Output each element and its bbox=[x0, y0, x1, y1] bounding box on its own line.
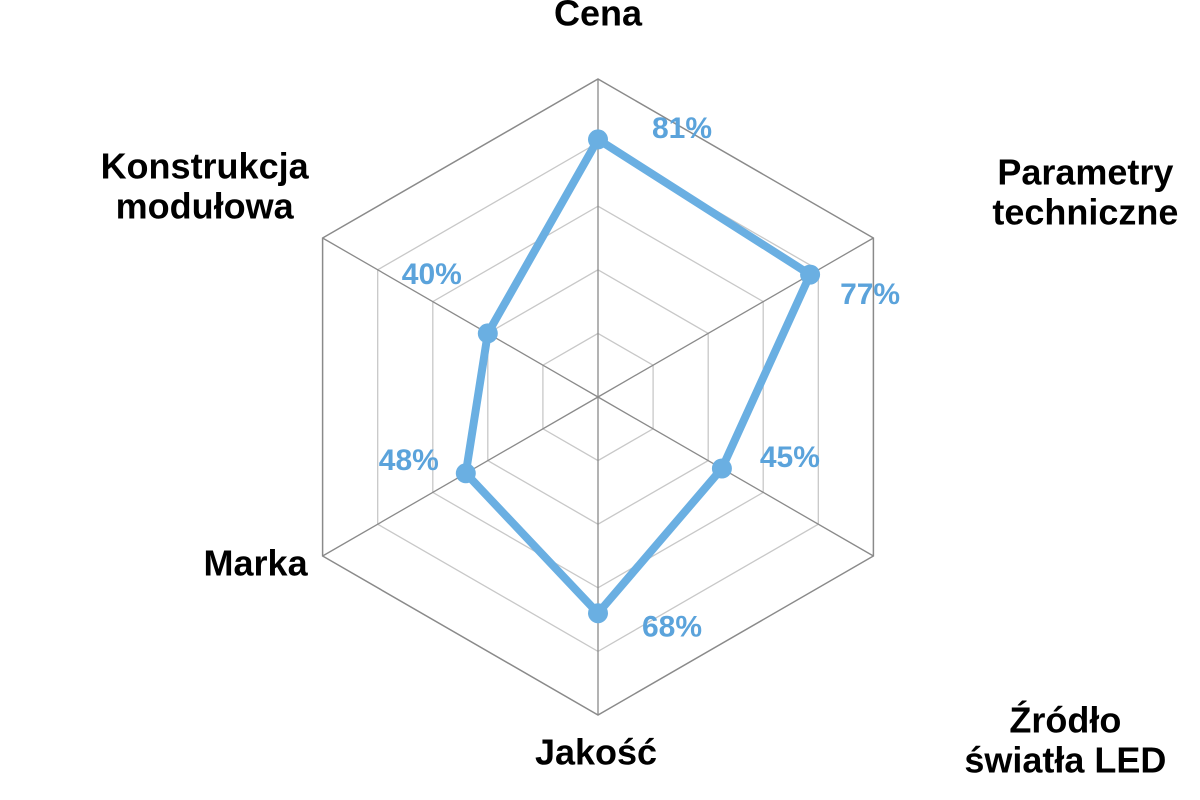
category-label-line: Marka bbox=[204, 543, 309, 584]
category-label: Marka bbox=[204, 543, 309, 584]
data-label: 77% bbox=[840, 278, 900, 311]
category-label: Parametry techniczne bbox=[992, 152, 1178, 233]
category-label: Konstrukcja modułowa bbox=[101, 146, 310, 227]
category-label-line: Konstrukcja bbox=[101, 146, 310, 187]
category-labels: Cena Parametry techniczne Źródło światła LED… bbox=[101, 0, 1179, 781]
data-label: 68% bbox=[642, 611, 702, 644]
axis-spoke bbox=[597, 237, 874, 398]
category-label-line: światła LED bbox=[964, 740, 1166, 781]
category-label-line: techniczne bbox=[992, 192, 1178, 233]
category-label-line: Parametry bbox=[997, 152, 1173, 193]
data-labels: 81% 77% 45% 68% 48% 40% bbox=[379, 112, 900, 644]
data-label: 40% bbox=[402, 258, 462, 291]
data-point bbox=[711, 458, 732, 479]
category-label-line: Cena bbox=[554, 0, 643, 34]
radar-axes bbox=[322, 79, 874, 715]
data-label: 81% bbox=[652, 112, 712, 145]
axis-spoke bbox=[597, 396, 874, 557]
series-line bbox=[461, 135, 815, 618]
data-label: 45% bbox=[760, 441, 820, 474]
data-point bbox=[455, 463, 476, 484]
category-label: Cena bbox=[554, 0, 643, 34]
data-point bbox=[800, 264, 821, 285]
category-label-line: Źródło bbox=[1009, 700, 1121, 741]
data-point bbox=[477, 323, 498, 344]
data-point bbox=[588, 603, 608, 624]
radar-series bbox=[455, 129, 821, 624]
axis-spoke bbox=[322, 237, 599, 398]
category-label-line: Jakość bbox=[535, 732, 657, 773]
data-label: 48% bbox=[379, 444, 439, 477]
category-label: Jakość bbox=[535, 732, 657, 773]
category-label-line: modułowa bbox=[116, 186, 295, 227]
category-label: Źródło światła LED bbox=[964, 700, 1166, 781]
data-point bbox=[588, 129, 608, 150]
